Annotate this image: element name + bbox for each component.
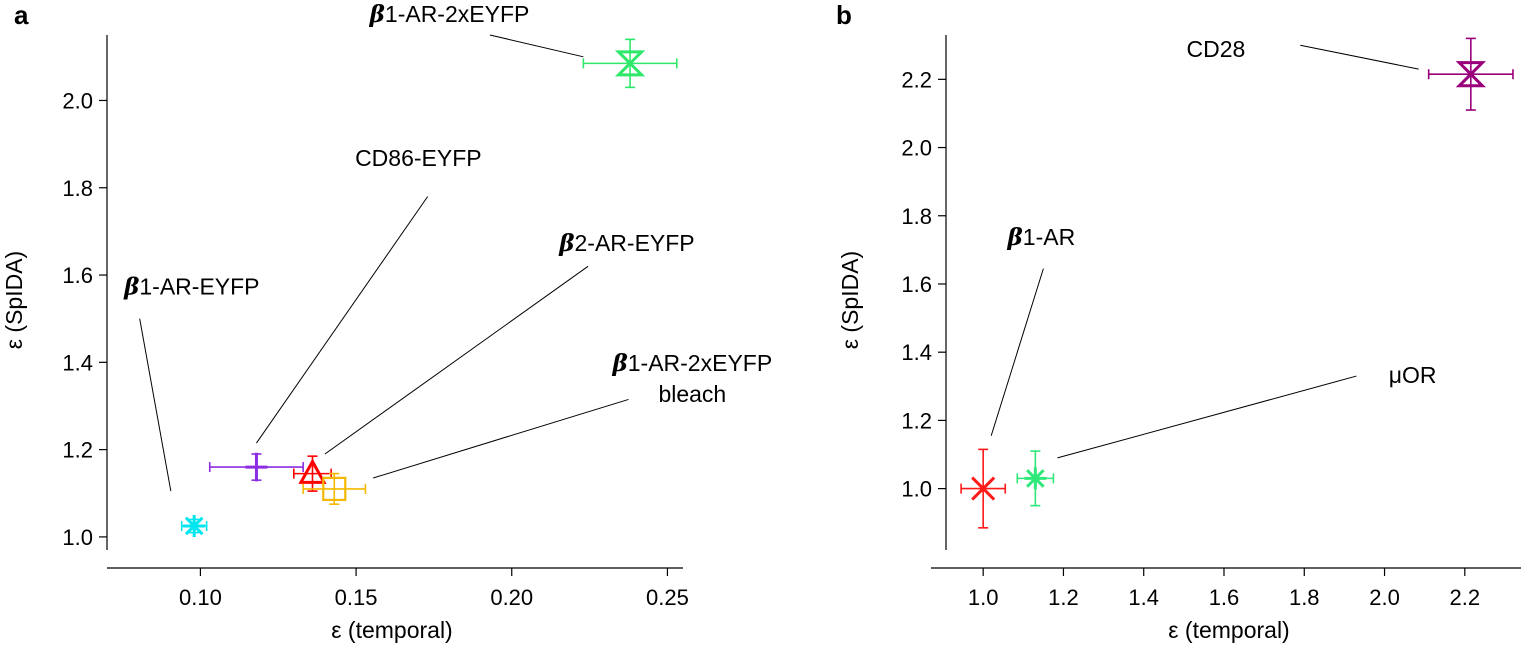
data-point-1-ar-2xeyfp <box>582 38 678 89</box>
marker-plus <box>245 452 268 482</box>
panel-b-scatter-chart: 1.0 1.2 1.4 1.6 1.8 2.0 2.2 1.0 1.2 1.4 1.6 1.8 2.0 2… <box>837 35 1521 643</box>
annotation-leader-line <box>489 34 584 58</box>
marker-hourglass <box>614 50 646 77</box>
marker-asterisk <box>183 514 206 537</box>
y-tick-label: 1.2 <box>62 438 93 463</box>
data-point-or <box>1016 450 1055 507</box>
y-tick-label: 1.4 <box>62 350 93 375</box>
x-tick-label: 0.10 <box>179 585 222 610</box>
annotation-label: β1-AR <box>1007 224 1076 251</box>
y-tick-label: 1.4 <box>901 340 932 365</box>
y-tick-label: 1.8 <box>901 204 932 229</box>
annotation-label: bleach <box>658 381 726 407</box>
y-tick-label: 1.0 <box>62 525 93 550</box>
annotation-label: β1-AR-2xEYFP <box>369 1 530 28</box>
y-tick-label: 1.6 <box>901 272 932 297</box>
y-tick-label: 2.2 <box>901 67 932 92</box>
annotation-leader-line <box>1057 375 1357 459</box>
annotation-label: β2-AR-EYFP <box>558 230 694 257</box>
data-point-cd86-eyfp <box>208 452 304 482</box>
annotation-leader-line <box>990 268 1044 436</box>
marker-hourglass <box>1455 61 1487 88</box>
x-tick-label: 1.0 <box>968 585 999 610</box>
y-tick-label: 1.8 <box>62 176 93 201</box>
x-tick-label: 1.2 <box>1048 585 1079 610</box>
x-axis-title: ε (temporal) <box>1168 617 1289 643</box>
data-point-1-ar-eyfp <box>180 514 208 537</box>
x-axis-title: ε (temporal) <box>331 617 452 643</box>
y-tick-label: 1.6 <box>62 263 93 288</box>
annotation-label: μOR <box>1389 362 1437 388</box>
x-tick-label: 0.20 <box>490 585 533 610</box>
data-point-cd28 <box>1427 37 1514 111</box>
y-tick-label: 2.0 <box>901 136 932 161</box>
panel-a-scatter-chart: 0.10 0.15 0.20 0.25 1.0 1.2 1.4 1.6 1.8 2.0 ε (tem… <box>1 1 772 643</box>
data-point-1-ar-2xeyfp-bleach <box>302 472 367 505</box>
marker-square <box>322 476 347 501</box>
marker-asterisk <box>1024 467 1047 490</box>
y-axis-title: ε (SpIDA) <box>837 251 863 349</box>
x-tick-label: 1.6 <box>1209 585 1240 610</box>
x-tick-label: 1.4 <box>1128 585 1159 610</box>
annotation-label: β1-AR-2xEYFP <box>611 350 772 377</box>
marker-x <box>971 476 996 501</box>
y-axis-title: ε (SpIDA) <box>1 251 27 349</box>
y-tick-label: 1.0 <box>901 477 932 502</box>
annotation-leader-line <box>373 398 629 479</box>
data-point-1-ar <box>960 448 1007 529</box>
panel-letter-b: b <box>836 0 852 30</box>
annotation-label: CD86-EYFP <box>355 145 482 171</box>
annotation-leader-line <box>256 196 429 444</box>
data-point-2-ar-eyfp <box>293 455 332 492</box>
panel-letter-a: a <box>14 0 29 30</box>
marker-triangle <box>298 458 327 484</box>
x-tick-label: 0.25 <box>646 585 689 610</box>
annotation-leader-line <box>139 318 172 492</box>
x-tick-label: 0.15 <box>335 585 378 610</box>
y-tick-label: 2.0 <box>62 88 93 113</box>
x-tick-label: 2.0 <box>1369 585 1400 610</box>
x-tick-label: 2.2 <box>1450 585 1481 610</box>
y-tick-label: 1.2 <box>901 408 932 433</box>
annotation-label: β1-AR-EYFP <box>123 274 259 301</box>
annotation-label: CD28 <box>1187 36 1246 62</box>
annotation-leader-line <box>1300 44 1419 70</box>
annotation-leader-line <box>324 265 589 455</box>
x-tick-label: 1.8 <box>1289 585 1320 610</box>
